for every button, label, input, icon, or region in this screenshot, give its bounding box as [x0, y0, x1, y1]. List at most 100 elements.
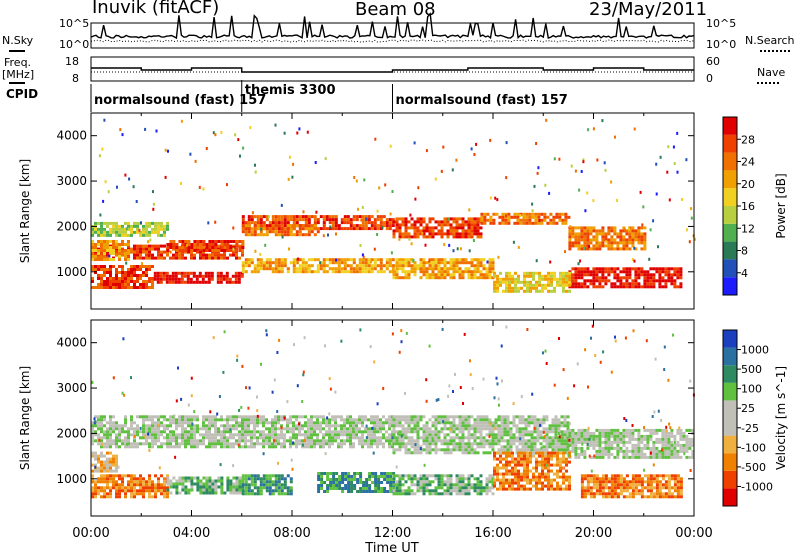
data-speckle — [104, 180, 107, 184]
data-cell — [115, 274, 118, 277]
data-cell — [241, 436, 244, 440]
data-speckle — [237, 138, 240, 142]
data-cell — [127, 271, 130, 274]
data-cell — [496, 274, 499, 278]
data-cell — [235, 439, 238, 443]
data-cell — [100, 439, 103, 443]
data-cell — [437, 439, 441, 443]
data-cell — [437, 430, 441, 434]
data-cell — [115, 486, 118, 490]
data-cell — [506, 433, 510, 437]
data-cell — [286, 489, 290, 493]
data-cell — [244, 264, 248, 268]
data-cell — [202, 485, 206, 489]
data-cell — [100, 427, 103, 431]
data-cell — [395, 267, 399, 271]
data-cell — [374, 487, 378, 490]
data-cell — [229, 442, 232, 446]
data-cell — [124, 430, 127, 434]
data-speckle — [381, 226, 384, 230]
data-cell — [274, 218, 278, 222]
data-speckle — [505, 214, 507, 218]
data-cell — [331, 261, 335, 265]
data-cell — [352, 261, 356, 265]
data-cell — [373, 418, 376, 422]
data-cell — [317, 487, 321, 490]
data-cell — [628, 247, 632, 251]
data-cell — [525, 218, 529, 222]
data-cell — [519, 218, 523, 222]
data-cell — [163, 224, 166, 228]
data-cell — [304, 415, 307, 419]
data-cell — [482, 264, 486, 268]
data-cell — [190, 418, 193, 422]
data-cell — [154, 427, 157, 431]
data-cell — [259, 433, 262, 437]
data-cell — [506, 445, 510, 449]
data-cell — [337, 261, 341, 265]
data-cell — [331, 258, 335, 262]
data-cell — [461, 223, 465, 227]
data-cell — [181, 250, 184, 254]
data-cell — [358, 439, 361, 443]
data-cell — [601, 434, 605, 438]
data-cell — [464, 492, 468, 496]
data-cell — [165, 271, 169, 275]
data-cell — [310, 415, 313, 419]
data-cell — [634, 247, 638, 251]
data-cell — [310, 418, 313, 422]
data-speckle — [280, 203, 283, 207]
data-cell — [395, 270, 399, 274]
data-speckle — [673, 162, 676, 165]
data-cell — [419, 427, 423, 431]
data-cell — [398, 436, 402, 440]
data-cell — [262, 433, 265, 437]
data-cell — [493, 457, 496, 461]
data-speckle — [202, 187, 205, 191]
data-cell — [289, 224, 293, 228]
data-cell — [410, 489, 414, 493]
data-speckle — [657, 245, 659, 249]
data-cell — [541, 277, 544, 281]
data-speckle — [531, 209, 534, 213]
data-cell — [473, 439, 477, 443]
data-cell — [373, 415, 376, 419]
data-cell — [476, 235, 480, 239]
data-cell — [205, 488, 209, 492]
data-cell — [434, 492, 438, 496]
data-cell — [103, 246, 106, 249]
data-cell — [211, 433, 214, 437]
data-cell — [625, 267, 629, 271]
data-cell — [250, 480, 254, 484]
data-cell — [559, 280, 562, 284]
data-cell — [631, 235, 635, 239]
data-cell — [280, 270, 284, 274]
data-cell — [661, 443, 665, 447]
data-cell — [551, 445, 555, 449]
data-cell — [235, 491, 239, 495]
data-cell — [142, 495, 145, 499]
data-cell — [682, 437, 686, 441]
data-cell — [320, 475, 324, 478]
data-cell — [172, 253, 175, 257]
data-cell — [226, 415, 229, 419]
data-cell — [133, 489, 136, 493]
data-cell — [505, 280, 508, 284]
data-cell — [349, 442, 352, 446]
data-cell — [145, 424, 148, 428]
data-cell — [118, 477, 121, 481]
data-cell — [379, 421, 382, 425]
data-cell — [199, 246, 203, 249]
data-cell — [247, 224, 251, 228]
data-cell — [607, 238, 611, 242]
data-cell — [136, 247, 139, 251]
data-speckle — [641, 223, 644, 227]
data-cell — [130, 268, 133, 271]
data-cell — [419, 474, 423, 478]
data-cell — [514, 271, 517, 275]
data-cell — [560, 415, 564, 419]
data-cell — [434, 261, 438, 265]
data-cell — [133, 445, 136, 449]
data-cell — [244, 439, 247, 443]
data-cell — [259, 230, 263, 234]
